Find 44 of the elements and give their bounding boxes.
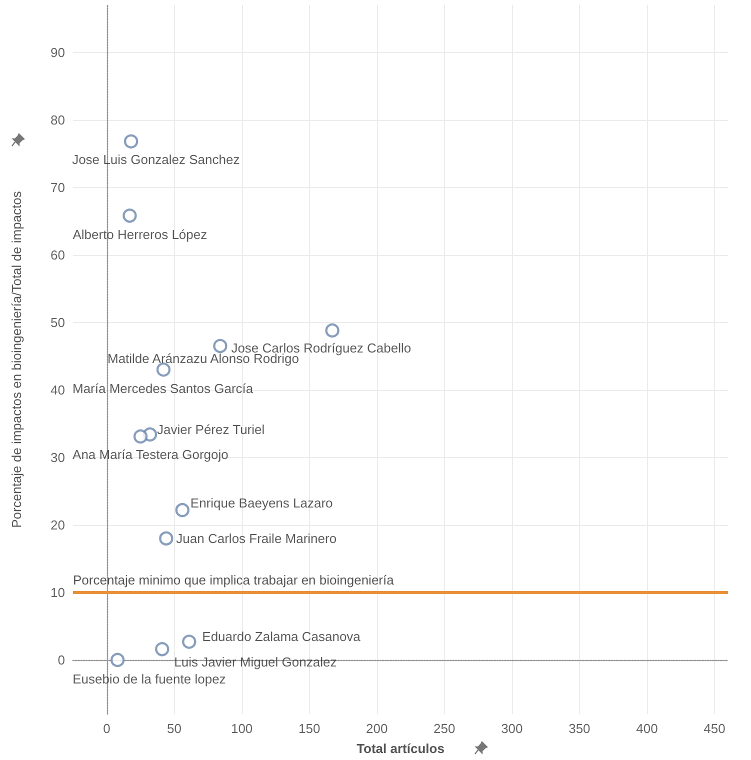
point: [110, 652, 125, 668]
y-tick-label: 20: [50, 517, 65, 532]
point: [213, 338, 228, 354]
point: [325, 323, 340, 338]
annotation: Eduardo Zalama Casanova: [202, 629, 362, 644]
x-tick-label: 250: [434, 721, 456, 736]
annotation: Alberto Herreros López: [72, 227, 208, 242]
y-tick-label: 60: [50, 247, 65, 262]
x-tick-label: 400: [636, 721, 658, 736]
annotation: Juan Carlos Fraile Marinero: [176, 530, 337, 546]
y-tick-label: 70: [50, 180, 65, 195]
y-tick-label: 0: [58, 652, 65, 668]
annotation: Matilde Aránzazu Alonso Rodrigo: [107, 351, 299, 366]
x-tick-label: 0: [103, 721, 110, 736]
point: [133, 429, 148, 444]
x-tick-label: 350: [568, 721, 590, 736]
ref-line-label: Porcentaje minimo que implica trabajar en bioingeniería: [73, 572, 395, 588]
point: [175, 502, 190, 518]
y-axis-title: Porcentaje de impactos en bioingeniería/Total de impactos: [9, 190, 24, 528]
x-tick-label: 200: [366, 721, 388, 736]
annotation: María Mercedes Santos García: [72, 381, 254, 396]
y-tick-label: 80: [50, 112, 65, 128]
point: [156, 362, 171, 377]
x-tick-label: 50: [167, 721, 182, 736]
y-tick-label: 40: [50, 382, 65, 398]
x-tick-label: 150: [298, 721, 320, 736]
annotation: Ana María Testera Gorgojo: [72, 446, 228, 462]
annotation: Eusebio de la fuente lopez: [72, 671, 226, 686]
point: [159, 531, 174, 546]
x-tick-label: 100: [230, 721, 253, 736]
point: [124, 134, 138, 148]
annotation: Jose Luis Gonzalez Sanchez: [72, 152, 240, 167]
y-tick-label: 90: [50, 44, 65, 60]
x-axis-title: Total artículos: [356, 741, 444, 756]
point: [155, 642, 170, 656]
y-tick-label: 10: [50, 584, 65, 600]
annotation: Javier Pérez Turiel: [156, 422, 265, 437]
point: [182, 634, 196, 649]
x-tick-label: 450: [704, 721, 726, 736]
x-tick-label: 300: [501, 721, 523, 736]
y-tick-label: 50: [50, 314, 65, 330]
annotation: Enrique Baeyens Lazaro: [190, 496, 333, 511]
point: [122, 208, 137, 223]
y-tick-label: 30: [50, 450, 65, 465]
